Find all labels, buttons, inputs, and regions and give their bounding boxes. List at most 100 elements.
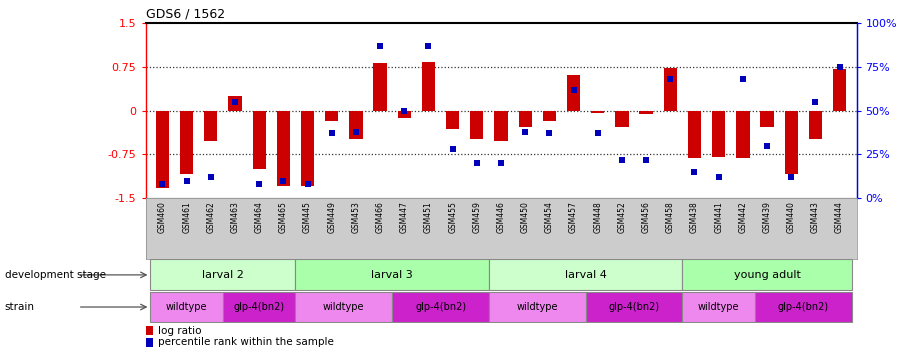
Text: GSM456: GSM456 [642,201,650,233]
Text: GSM444: GSM444 [835,201,845,233]
Text: GSM452: GSM452 [617,201,626,233]
Point [614,157,629,162]
Text: GSM438: GSM438 [690,201,699,233]
Point [639,157,654,162]
Bar [325,111,338,121]
Bar [664,68,677,111]
Bar [639,111,653,114]
Text: glp-4(bn2): glp-4(bn2) [415,302,466,312]
Bar [422,62,435,111]
Bar [712,111,726,157]
Text: GSM447: GSM447 [400,201,409,233]
Point [494,160,508,166]
Bar [296,260,489,290]
Bar [228,96,241,111]
Bar [785,111,798,174]
Text: glp-4(bn2): glp-4(bn2) [234,302,285,312]
Text: GDS6 / 1562: GDS6 / 1562 [146,7,225,21]
Bar [615,111,629,127]
Point [251,181,266,187]
Text: GSM454: GSM454 [545,201,554,233]
Point [204,174,218,180]
Bar [301,111,314,186]
Bar [682,260,852,290]
Text: GSM458: GSM458 [666,201,675,233]
Bar [296,292,392,322]
Point [300,181,315,187]
Point [155,181,169,187]
Bar [180,111,193,174]
Text: GSM462: GSM462 [206,201,216,233]
Bar [495,111,507,141]
Bar [276,111,290,186]
Text: wildtype: wildtype [517,302,558,312]
Text: GSM464: GSM464 [255,201,263,233]
Text: GSM465: GSM465 [279,201,288,233]
Text: GSM453: GSM453 [352,201,360,233]
Bar [591,111,604,113]
Text: GSM459: GSM459 [472,201,482,233]
Bar [146,326,153,335]
Text: GSM440: GSM440 [787,201,796,233]
Bar [688,111,701,159]
Point [397,108,412,114]
Point [445,146,460,152]
Bar [349,111,363,139]
Point [421,43,436,49]
Bar [489,292,586,322]
Point [833,64,847,70]
Point [784,174,799,180]
Point [736,76,751,82]
Bar [809,111,822,139]
Bar [567,75,580,111]
Bar [736,111,750,159]
Bar [398,111,411,118]
Text: GSM463: GSM463 [230,201,239,233]
Point [663,76,678,82]
Text: larval 4: larval 4 [565,270,607,280]
Text: percentile rank within the sample: percentile rank within the sample [158,337,334,347]
Text: GSM451: GSM451 [424,201,433,233]
Point [687,169,702,175]
Bar [223,292,296,322]
Text: wildtype: wildtype [166,302,207,312]
Bar [471,111,484,139]
Bar [489,260,682,290]
Text: GSM448: GSM448 [593,201,602,233]
Bar [150,292,223,322]
Text: GSM439: GSM439 [763,201,772,233]
Point [470,160,484,166]
Bar [392,292,489,322]
Bar [542,111,556,121]
Text: GSM460: GSM460 [157,201,167,233]
Point [373,43,388,49]
Bar [446,111,460,129]
Point [711,174,726,180]
Text: larval 2: larval 2 [202,270,244,280]
Text: development stage: development stage [5,270,106,280]
Point [590,131,605,136]
Point [542,131,557,136]
Bar [150,260,296,290]
Text: glp-4(bn2): glp-4(bn2) [777,302,829,312]
Text: GSM450: GSM450 [520,201,530,233]
Bar [682,292,755,322]
Point [227,99,242,105]
Text: GSM442: GSM442 [739,201,747,233]
Text: wildtype: wildtype [323,302,365,312]
Text: GSM455: GSM455 [449,201,457,233]
Point [566,87,581,92]
Bar [373,63,387,111]
Text: glp-4(bn2): glp-4(bn2) [609,302,659,312]
Text: GSM441: GSM441 [714,201,723,233]
Bar [146,338,153,347]
Text: log ratio: log ratio [158,326,202,336]
Text: GSM461: GSM461 [182,201,192,233]
Bar [519,111,531,127]
Bar [156,111,169,188]
Text: GSM445: GSM445 [303,201,312,233]
Point [760,143,775,149]
Text: GSM449: GSM449 [327,201,336,233]
Point [808,99,822,105]
Text: wildtype: wildtype [698,302,740,312]
